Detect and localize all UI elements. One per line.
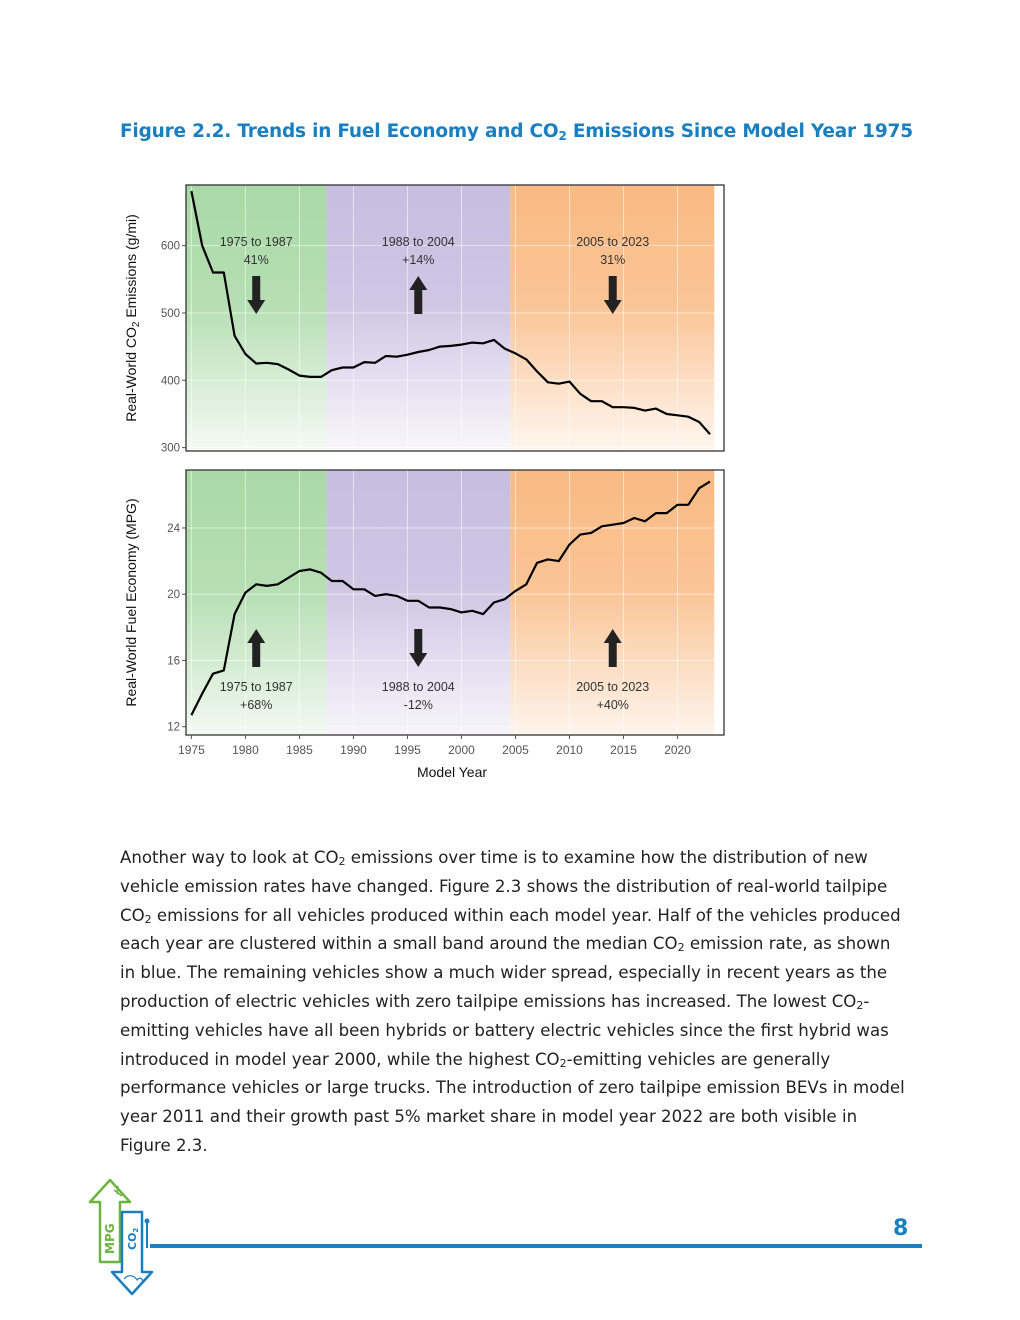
plot-border xyxy=(185,469,725,736)
figure-title: Figure 2.2. Trends in Fuel Economy and C… xyxy=(120,121,913,143)
period-change: 31% xyxy=(600,253,625,267)
period-label: 1988 to 2004 xyxy=(382,680,455,694)
arrow-down-icon xyxy=(409,629,428,667)
y-axis-label: Real-World Fuel Economy (MPG) xyxy=(123,498,139,706)
period-change: +14% xyxy=(402,253,434,267)
y-tick-label: 20 xyxy=(167,589,180,601)
period-change: 41% xyxy=(244,253,269,267)
x-tick-label: 1995 xyxy=(394,743,421,757)
footer-rule xyxy=(150,1244,922,1248)
y-tick-label: 12 xyxy=(167,722,180,734)
period-label: 2005 to 2023 xyxy=(576,680,649,694)
mpg-co2-logo: MPG CO2 xyxy=(88,1178,154,1296)
arrow-up-icon xyxy=(409,276,428,314)
x-tick-label: 2005 xyxy=(502,743,529,757)
y-tick-label: 300 xyxy=(161,443,180,455)
x-tick-label: 1985 xyxy=(286,743,313,757)
x-tick-label: 1990 xyxy=(340,743,367,757)
period-change: +68% xyxy=(240,698,272,712)
x-tick-label: 1975 xyxy=(178,743,205,757)
period-label: 1975 to 1987 xyxy=(220,680,293,694)
figure-chart: 300 400 500 600 1975 to 1987 41% 1988 to 2004 +… xyxy=(123,184,725,780)
x-tick-label: 1980 xyxy=(232,743,259,757)
page-number: 8 xyxy=(893,1216,909,1241)
period-band-2 xyxy=(326,185,511,451)
period-band-1 xyxy=(186,470,327,735)
chart-panel-2: 12 16 20 24 1975 to 1987 +68% 1988 to 2004 -12%… xyxy=(123,469,725,736)
logo-mpg-text: MPG xyxy=(103,1223,117,1254)
logo-co2-text: CO2 xyxy=(126,1228,140,1250)
y-tick-label: 500 xyxy=(161,308,180,320)
period-label: 1975 to 1987 xyxy=(220,235,293,249)
period-band-2 xyxy=(326,470,511,735)
x-tick-label: 2010 xyxy=(556,743,583,757)
mpg-up-arrow-icon: MPG xyxy=(88,1178,132,1264)
y-axis-label: Real-World CO2 Emissions (g/mi) xyxy=(123,214,142,422)
chart-panel-1: 300 400 500 600 1975 to 1987 41% 1988 to 2004 +… xyxy=(123,184,725,455)
period-band-3 xyxy=(510,185,715,451)
arrow-down-icon xyxy=(247,276,266,314)
x-tick-label: 2020 xyxy=(664,743,691,757)
y-tick-label: 24 xyxy=(167,523,180,535)
arrow-up-icon xyxy=(247,629,266,667)
period-band-3 xyxy=(510,470,715,735)
period-label: 1988 to 2004 xyxy=(382,235,455,249)
y-tick-label: 600 xyxy=(161,241,180,253)
y-tick-label: 400 xyxy=(161,375,180,387)
y-tick-label: 16 xyxy=(167,655,180,667)
period-label: 2005 to 2023 xyxy=(576,235,649,249)
period-band-1 xyxy=(186,185,327,451)
body-paragraph: Another way to look at CO2 emissions ove… xyxy=(120,848,905,1155)
x-axis-label: Model Year xyxy=(417,764,487,780)
x-tick-label: 2000 xyxy=(448,743,475,757)
series-line xyxy=(190,190,711,435)
arrow-down-icon xyxy=(603,276,622,314)
arrow-up-icon xyxy=(603,629,622,667)
series-line xyxy=(190,480,711,716)
period-change: +40% xyxy=(597,698,629,712)
plot-border xyxy=(185,184,725,452)
period-change: -12% xyxy=(404,698,433,712)
x-tick-label: 2015 xyxy=(610,743,637,757)
co2-down-arrow-icon: CO2 xyxy=(110,1210,154,1296)
